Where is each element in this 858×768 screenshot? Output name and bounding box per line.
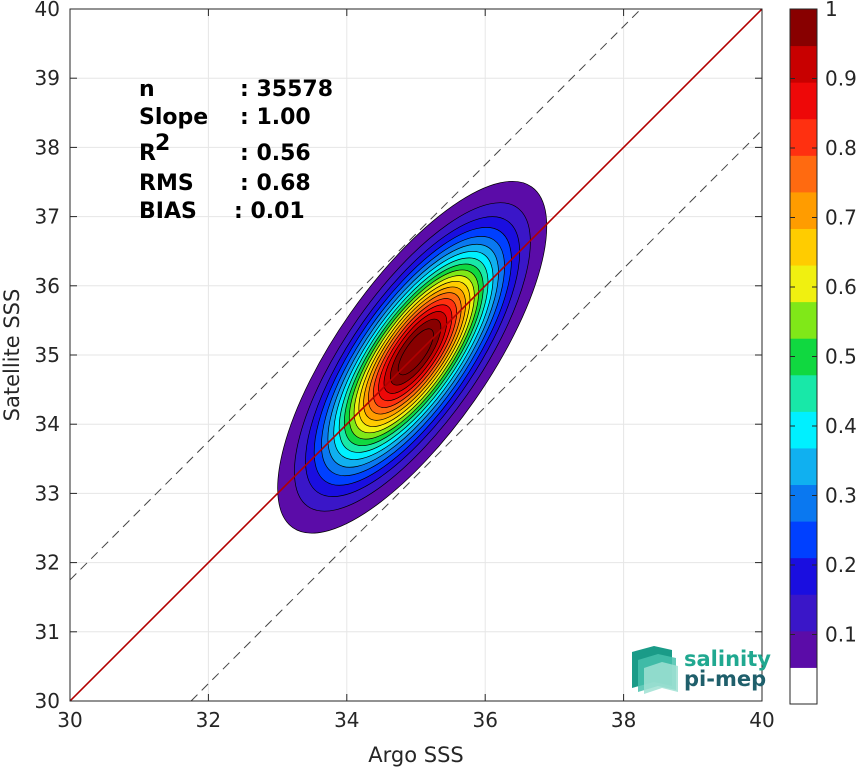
stat-label: Slope: [139, 105, 208, 130]
colorbar-segment: [790, 594, 817, 632]
colorbar-segment: [790, 411, 817, 449]
one-to-one-line: [70, 9, 762, 701]
colorbar-tick-label: 0.9: [825, 67, 857, 91]
colorbar-tick-label: 0.6: [825, 275, 857, 299]
y-tick-label: 37: [35, 205, 60, 229]
axis-ticks: 30 32 34 36 38 40 30 31 32 33 34 35 36 37 38 39 40: [35, 0, 775, 732]
salinity-pimep-logo: salinity pi-mep: [632, 646, 771, 694]
stat-label: R: [139, 141, 156, 166]
colorbar: 0.1 0.2 0.3 0.4 0.5 0.6 0.7 0.8 0.9 1: [789, 0, 857, 705]
stat-label: RMS: [139, 171, 194, 196]
density-contours: [277, 180, 548, 534]
colorbar-segment: [790, 118, 817, 156]
x-tick-label: 32: [196, 708, 221, 732]
colorbar-tick-label: 0.4: [825, 414, 857, 438]
colorbar-segment: [790, 557, 817, 595]
y-tick-label: 31: [35, 620, 60, 644]
colorbar-tick-label: 0.1: [825, 623, 857, 647]
colorbar-segment: [790, 484, 817, 522]
stat-value: : 0.01: [234, 199, 305, 224]
y-tick-label: 36: [35, 274, 60, 298]
colorbar-segment: [790, 630, 817, 668]
colorbar-tick-label: 0.5: [825, 345, 857, 369]
y-tick-label: 33: [35, 481, 60, 505]
logo-line2: pi-mep: [684, 667, 766, 691]
x-tick-label: 34: [334, 708, 359, 732]
stat-label: n: [139, 77, 155, 102]
colorbar-segment: [790, 45, 817, 83]
colorbar-segment: [790, 155, 817, 193]
y-tick-label: 34: [35, 412, 60, 436]
stat-value: : 1.00: [240, 105, 311, 130]
stat-superscript: 2: [155, 131, 170, 156]
y-tick-label: 35: [35, 343, 60, 367]
y-tick-label: 40: [35, 0, 60, 21]
x-tick-label: 40: [749, 708, 774, 732]
y-tick-label: 32: [35, 551, 60, 575]
colorbar-segment: [790, 667, 817, 705]
colorbar-segment: [790, 374, 817, 412]
colorbar-segment: [790, 191, 817, 229]
colorbar-segment: [790, 521, 817, 559]
stat-label: BIAS: [139, 199, 197, 224]
stat-value: : 0.56: [240, 141, 311, 166]
y-tick-label: 30: [35, 689, 60, 713]
logo-line1: salinity: [684, 647, 771, 671]
x-tick-label: 36: [472, 708, 497, 732]
colorbar-tick-label: 0.2: [825, 553, 857, 577]
colorbar-segment: [790, 301, 817, 339]
colorbar-tick-label: 0.7: [825, 206, 857, 230]
statistics-box: n : 35578 Slope : 1.00 R 2 : 0.56 RMS : 0.68 BIAS…: [139, 77, 333, 224]
y-tick-label: 38: [35, 135, 60, 159]
colorbar-tick-label: 0.3: [825, 484, 857, 508]
colorbar-segment: [790, 82, 817, 120]
stat-value: : 0.68: [240, 171, 311, 196]
stat-value: : 35578: [240, 77, 333, 102]
reference-lines: [70, 9, 762, 701]
y-tick-label: 39: [35, 66, 60, 90]
colorbar-tick-label: 0.8: [825, 136, 857, 160]
colorbar-segment: [790, 265, 817, 303]
colorbar-segment: [790, 447, 817, 486]
x-tick-label: 38: [611, 708, 636, 732]
colorbar-segment: [790, 9, 817, 47]
colorbar-segment: [790, 228, 817, 266]
y-axis-label: Satellite SSS: [0, 289, 24, 422]
x-tick-label: 30: [57, 708, 82, 732]
x-axis-label: Argo SSS: [368, 743, 463, 767]
colorbar-tick-label: 1: [825, 0, 838, 21]
